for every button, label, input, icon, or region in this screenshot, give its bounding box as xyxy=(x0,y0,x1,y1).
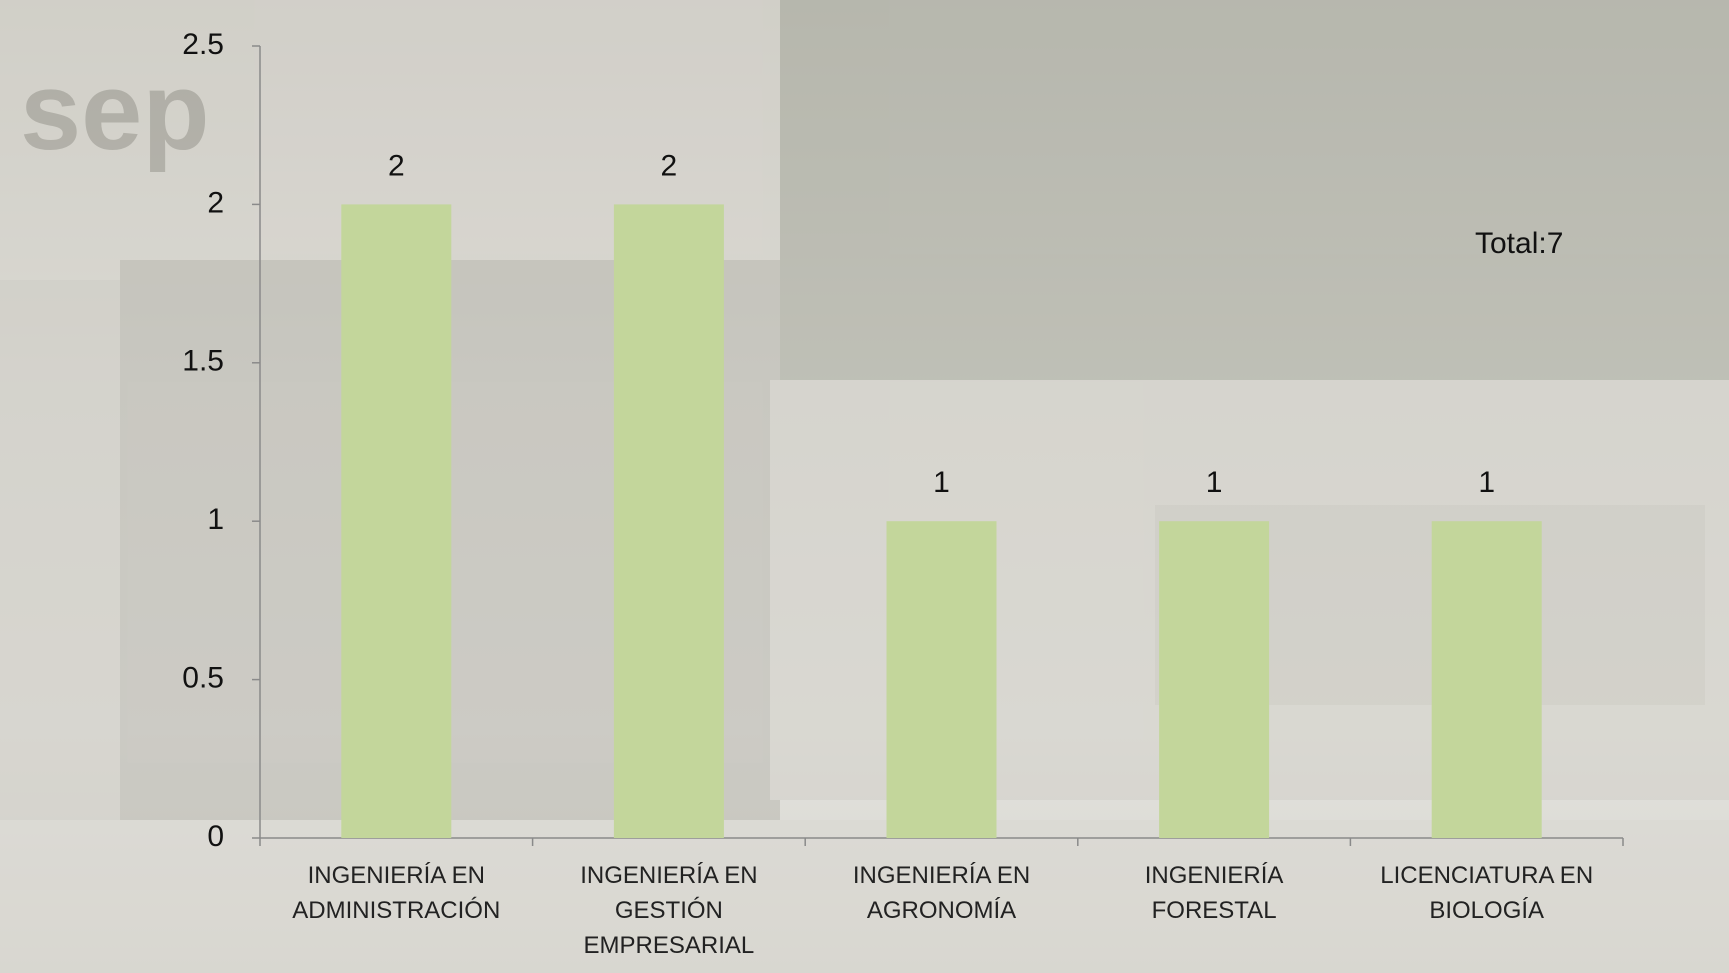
bar xyxy=(613,204,724,838)
y-tick-label: 2 xyxy=(207,186,224,219)
data-label: 2 xyxy=(661,149,678,182)
y-tick-label: 1 xyxy=(207,503,224,536)
x-tick-label: LICENCIATURA EN BIOLOGÍA xyxy=(1380,862,1594,924)
data-label: 1 xyxy=(933,466,950,499)
bar xyxy=(1431,521,1542,838)
bar xyxy=(886,521,997,838)
data-label: 2 xyxy=(388,149,405,182)
y-tick-label: 0.5 xyxy=(182,662,224,695)
bar xyxy=(1159,521,1270,838)
y-tick-label: 2.5 xyxy=(182,28,224,61)
y-tick-label: 1.5 xyxy=(182,345,224,378)
y-tick-label: 0 xyxy=(207,820,224,853)
data-label: 1 xyxy=(1478,466,1495,499)
data-label: 1 xyxy=(1206,466,1223,499)
x-tick-label: INGENIERÍA EN ADMINISTRACIÓN xyxy=(292,862,501,924)
x-tick-label: INGENIERÍA FORESTAL xyxy=(1144,862,1284,924)
x-tick-label: INGENIERÍA EN GESTIÓN EMPRESARIAL xyxy=(580,862,758,959)
x-tick-label: INGENIERÍA EN AGRONOMÍA xyxy=(852,862,1031,924)
svg-text:sep: sep xyxy=(20,50,210,173)
bar xyxy=(341,204,452,838)
annotation: Total:7 xyxy=(1475,227,1563,260)
